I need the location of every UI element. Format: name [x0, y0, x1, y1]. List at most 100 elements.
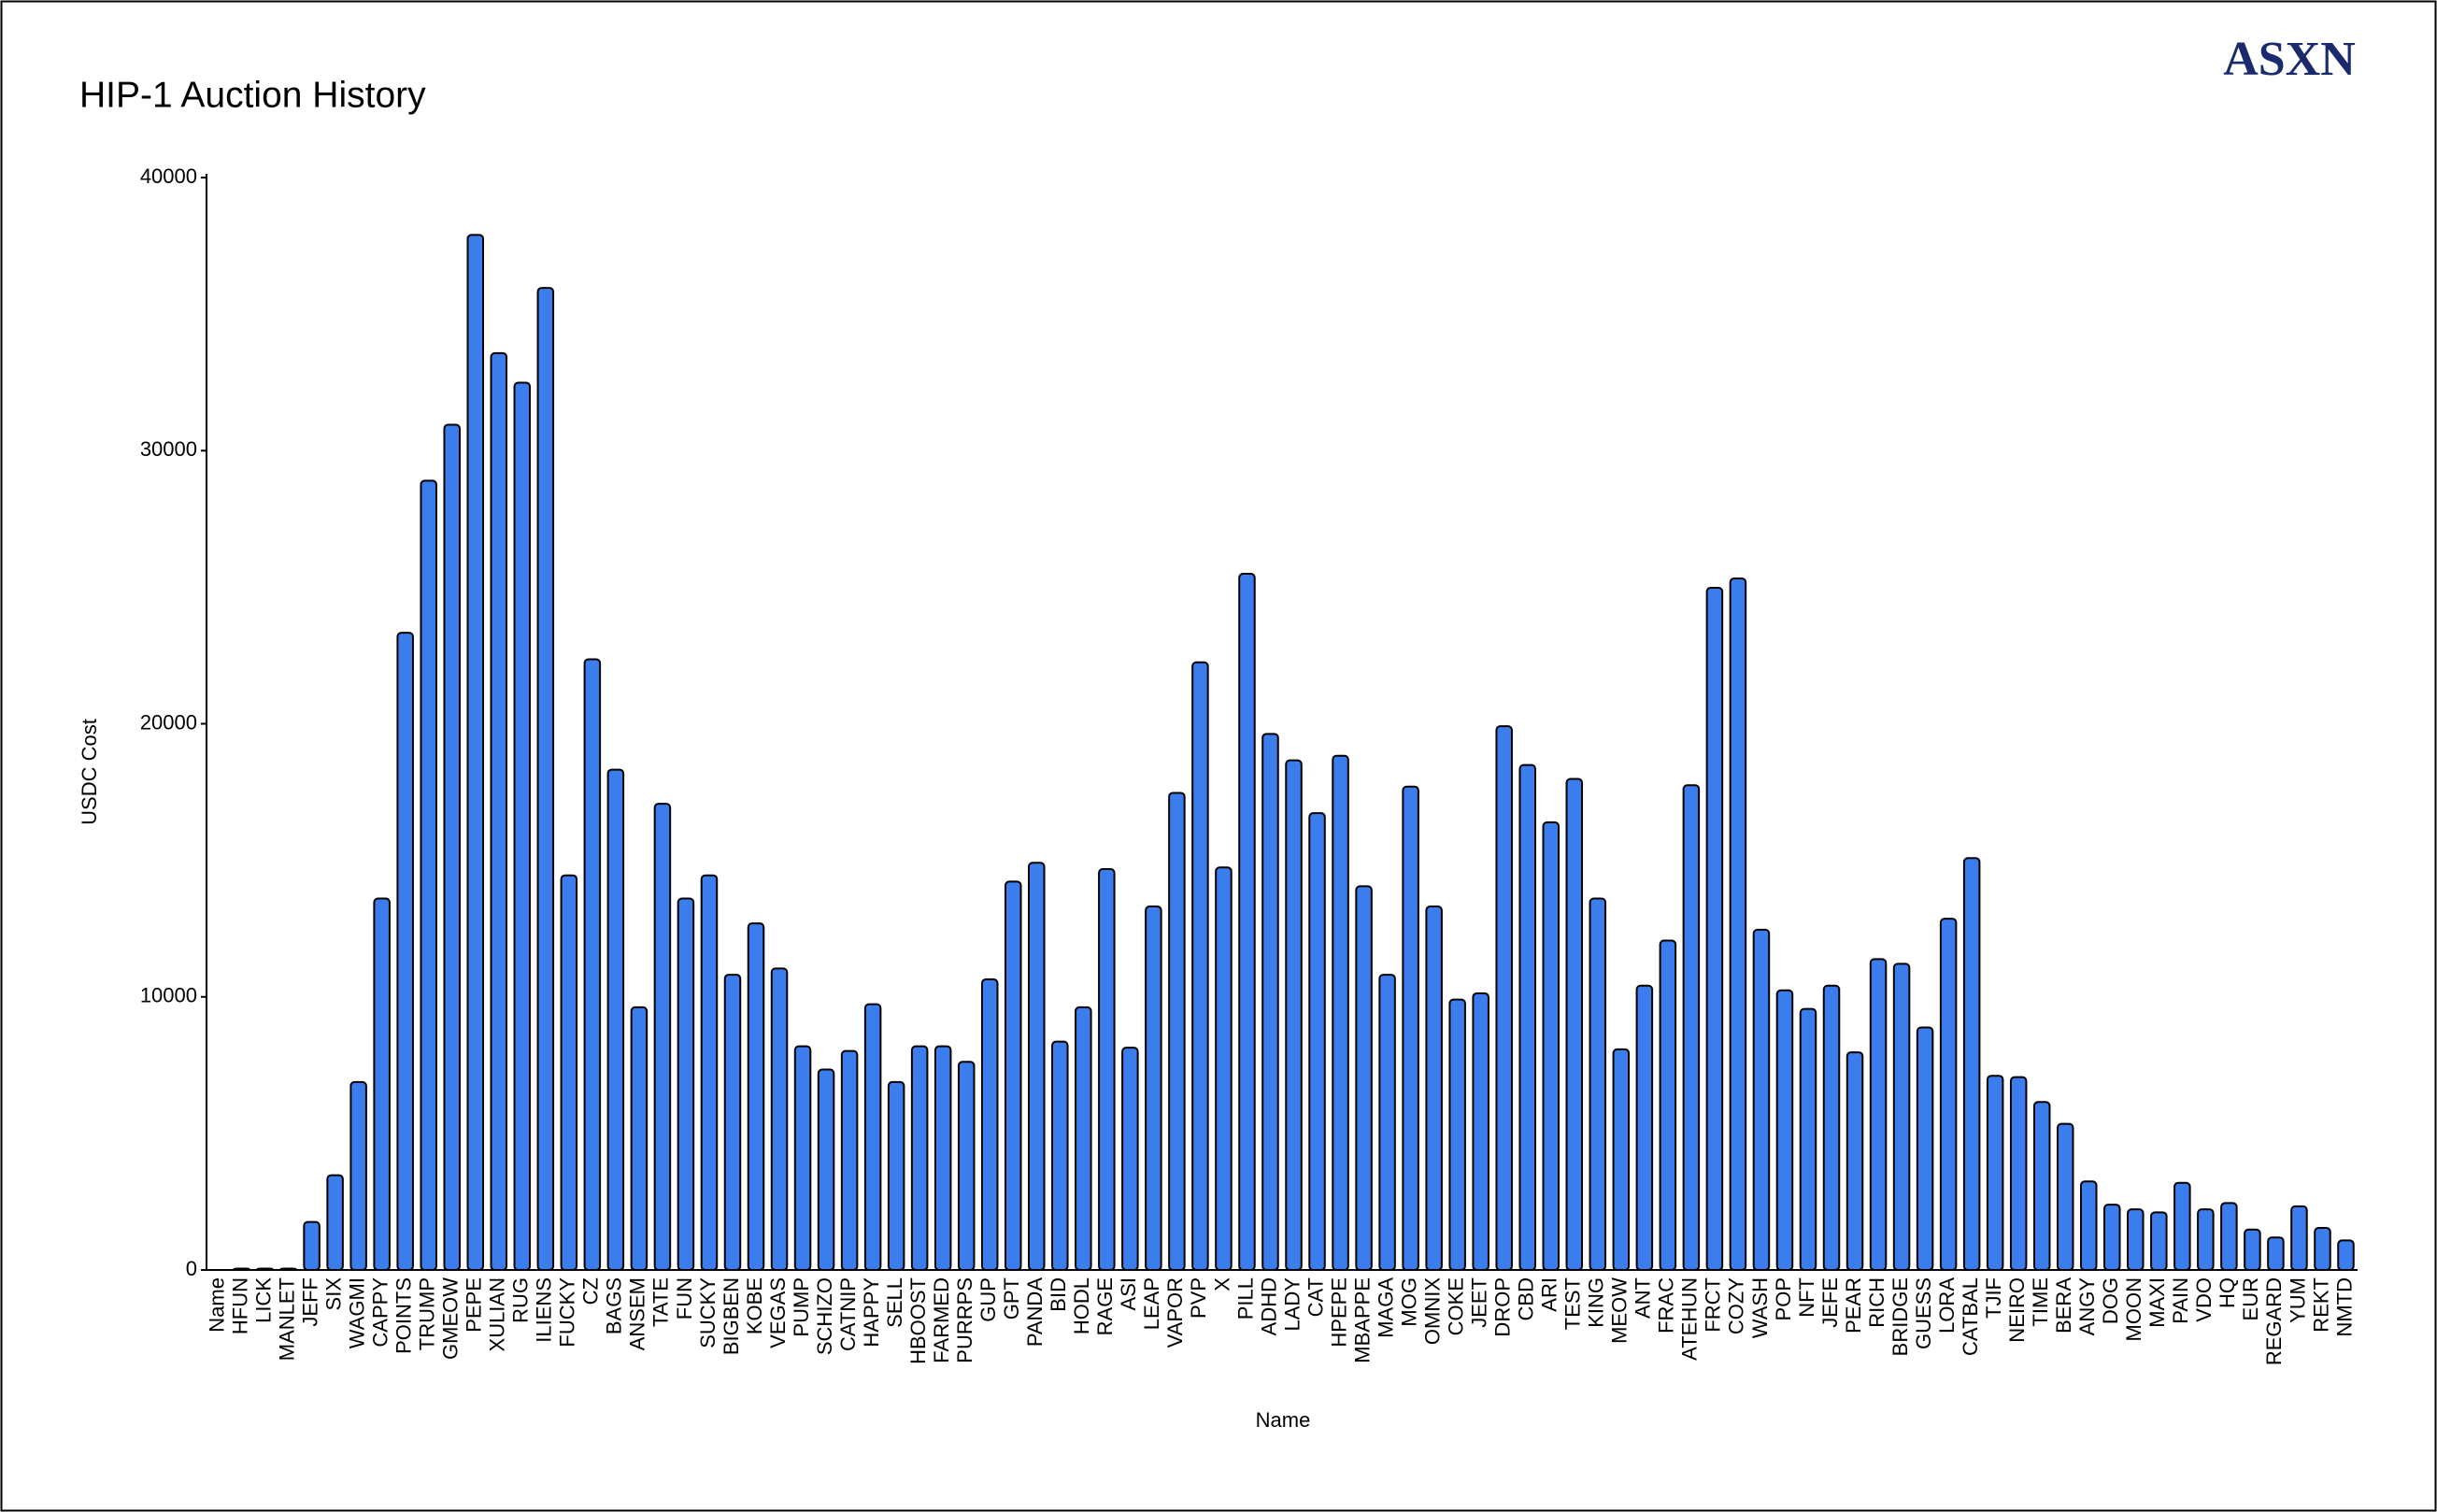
- x-tick-label: VAPOR: [1163, 1277, 1187, 1348]
- x-tick-label: VEGAS: [766, 1277, 790, 1348]
- y-tick-label: 40000: [140, 164, 197, 188]
- bar: [2290, 1205, 2308, 1272]
- bar: [1846, 1051, 1864, 1272]
- x-tick-label: FARMED: [930, 1277, 953, 1363]
- bar: [933, 1045, 952, 1271]
- x-tick-label: LICK: [251, 1277, 275, 1323]
- x-tick-label: PURRPS: [953, 1277, 976, 1363]
- x-tick-label: PANDA: [1023, 1277, 1047, 1347]
- x-tick-label: GUESS: [1912, 1277, 1935, 1349]
- x-tick-label: PILL: [1233, 1277, 1257, 1319]
- bar: [1191, 661, 1209, 1271]
- x-tick-label: Name: [205, 1277, 228, 1333]
- x-tick-label: MAXI: [2145, 1277, 2169, 1328]
- x-tick-label: MAGA: [1374, 1277, 1397, 1338]
- x-tick-label: WASH: [1748, 1277, 1772, 1338]
- bar: [1682, 784, 1701, 1271]
- bar: [583, 658, 602, 1271]
- bar: [1916, 1026, 1934, 1272]
- x-tick-label: PEPE: [463, 1277, 486, 1333]
- x-tick-label: ILIENS: [533, 1277, 556, 1343]
- y-tick-label: 0: [186, 1257, 197, 1280]
- y-tick-label: 20000: [140, 710, 197, 734]
- x-tick-label: NFT: [1795, 1277, 1818, 1318]
- bar: [1705, 586, 1724, 1271]
- x-tick-label: ANSEM: [626, 1277, 649, 1350]
- x-tick-label: PEAR: [1842, 1277, 1865, 1334]
- bar: [723, 974, 742, 1271]
- x-tick-label: ARI: [1538, 1277, 1561, 1312]
- bar: [2337, 1239, 2355, 1272]
- bar: [1168, 792, 1186, 1272]
- x-tick-label: MEOW: [1608, 1277, 1632, 1344]
- y-axis-label: USDC Cost: [78, 719, 101, 825]
- bar: [2150, 1211, 2168, 1271]
- x-tick-label: CATBAL: [1959, 1277, 1982, 1356]
- x-tick-label: TATE: [649, 1277, 673, 1327]
- x-tick-label: MANLET: [275, 1277, 298, 1361]
- bar: [1402, 785, 1419, 1271]
- bar: [747, 922, 765, 1272]
- bar: [1145, 906, 1162, 1271]
- x-tick-label: FRCT: [1702, 1277, 1725, 1333]
- bar: [233, 1267, 250, 1271]
- x-tick-label: RUG: [509, 1277, 533, 1323]
- bar: [2220, 1202, 2238, 1272]
- x-tick-label: GMEOW: [439, 1277, 463, 1360]
- bar: [1355, 885, 1373, 1271]
- bar: [420, 479, 437, 1271]
- bar: [1589, 897, 1607, 1271]
- bar: [1612, 1048, 1631, 1272]
- bar: [2032, 1101, 2051, 1271]
- bar: [373, 897, 391, 1271]
- x-tick-label: TIME: [2029, 1277, 2052, 1327]
- y-tick-label: 30000: [140, 437, 197, 461]
- x-tick-label: ANGY: [2075, 1277, 2099, 1336]
- x-tick-label: ADHD: [1257, 1277, 1280, 1335]
- x-tick-label: EUR: [2239, 1277, 2262, 1320]
- x-tick-label: CAPPY: [368, 1277, 392, 1348]
- x-tick-label: MBAPPE: [1350, 1277, 1374, 1363]
- bar: [2127, 1208, 2145, 1271]
- x-tick-label: BERA: [2052, 1277, 2075, 1334]
- x-tick-label: POINTS: [392, 1277, 415, 1354]
- x-tick-label: VDO: [2192, 1277, 2216, 1322]
- x-tick-label: SIX: [321, 1277, 345, 1311]
- bar: [653, 803, 672, 1272]
- bar: [466, 234, 485, 1271]
- bar: [887, 1080, 905, 1271]
- bar: [349, 1080, 367, 1271]
- x-tick-label: X: [1210, 1277, 1233, 1291]
- x-tick-label: GPT: [1000, 1277, 1023, 1319]
- bar: [1425, 906, 1443, 1271]
- x-tick-label: GUP: [976, 1277, 1000, 1322]
- bar: [1565, 777, 1584, 1271]
- chart-title: HIP-1 Auction History: [79, 75, 426, 115]
- bar: [303, 1220, 321, 1271]
- x-tick-label: SCHIZO: [813, 1277, 836, 1355]
- x-tick-label: COZY: [1725, 1277, 1748, 1334]
- bar: [1518, 763, 1536, 1271]
- bar: [1775, 989, 1794, 1271]
- x-tick-label: LEAP: [1140, 1277, 1163, 1330]
- bar: [630, 1006, 648, 1271]
- x-tick-label: HBOOST: [906, 1277, 930, 1364]
- bar: [793, 1045, 812, 1271]
- bar: [256, 1267, 274, 1271]
- bar: [1332, 754, 1349, 1271]
- x-tick-label: FRAC: [1655, 1277, 1678, 1334]
- bar: [2103, 1204, 2121, 1271]
- x-tick-label: TEST: [1561, 1277, 1585, 1330]
- x-tick-label: POP: [1772, 1277, 1795, 1320]
- bar: [863, 1003, 882, 1271]
- bar: [1939, 918, 1958, 1271]
- bar: [1659, 939, 1677, 1271]
- bar: [1238, 573, 1256, 1271]
- bar: [2056, 1122, 2074, 1271]
- x-tick-label: ASI: [1117, 1277, 1140, 1310]
- x-tick-label: CBD: [1515, 1277, 1538, 1320]
- bar: [1121, 1047, 1139, 1272]
- x-tick-label: HODL: [1070, 1277, 1093, 1334]
- x-tick-label: PVP: [1187, 1277, 1210, 1319]
- bar: [1542, 821, 1561, 1271]
